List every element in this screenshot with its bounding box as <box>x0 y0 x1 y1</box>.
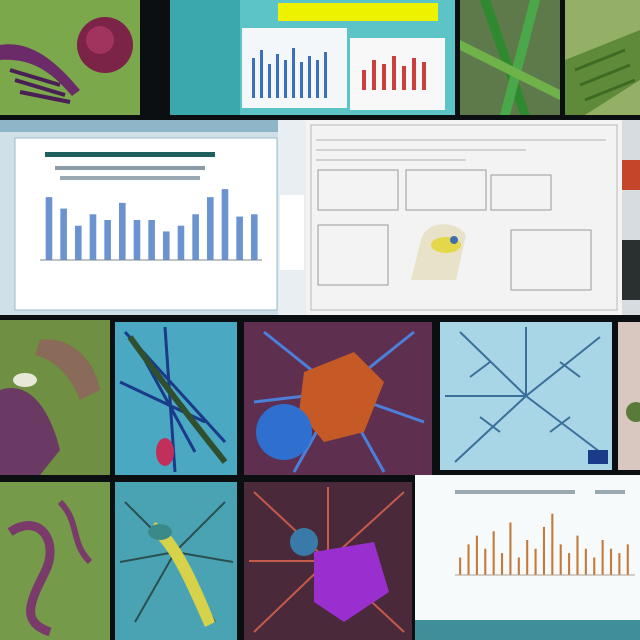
chart-bar <box>501 553 504 575</box>
chart-bar <box>207 197 214 260</box>
purple-cell-illustration <box>244 482 412 640</box>
moss-illustration <box>565 0 640 115</box>
right-edge-tile-2 <box>618 322 640 470</box>
chart-bar <box>584 548 587 575</box>
chart-bar <box>484 548 487 575</box>
red-strip-illustration <box>278 120 306 315</box>
chart-bar <box>251 214 258 260</box>
chart-bar <box>60 208 67 260</box>
green-tissue-illustration <box>0 320 110 475</box>
right-edge-tile <box>622 120 640 315</box>
chart-bar <box>148 220 155 260</box>
chart-bar <box>45 197 53 260</box>
bottom-strip-tile <box>415 620 640 640</box>
big-chart-screen-tile <box>0 120 300 315</box>
chart-bar <box>593 557 596 575</box>
big-chart-bars <box>45 189 258 260</box>
chart-bar <box>534 548 537 575</box>
purple-cell-tile <box>244 482 412 640</box>
leaf-closeup-illustration <box>460 0 560 115</box>
blue-branches-tile <box>440 322 612 470</box>
blue-tissue-tile <box>115 322 237 475</box>
spike-chart-screen-tile <box>415 475 640 620</box>
chart-bar <box>626 544 629 575</box>
chart-bar <box>551 513 554 575</box>
leaf-closeup-tile <box>460 0 560 115</box>
chart-bar <box>542 526 545 575</box>
chart-bar <box>133 220 141 260</box>
green-worm-tile <box>0 482 110 640</box>
red-strip-tile <box>278 120 306 315</box>
chart-bar <box>177 225 185 260</box>
micro-plant-tile <box>0 0 140 115</box>
chart-bar <box>576 535 579 575</box>
spike-chart-screen-illustration <box>415 475 640 620</box>
chart-bar <box>75 225 82 260</box>
chart-bar <box>236 216 243 260</box>
right-edge-illustration-2 <box>618 322 640 470</box>
teal-creature-tile <box>115 482 237 640</box>
green-tissue-tile <box>0 320 110 475</box>
teal-creature-illustration <box>115 482 237 640</box>
chart-bar <box>609 548 613 575</box>
micro-plant-illustration <box>0 0 140 115</box>
chart-bar <box>163 231 170 260</box>
chart-bar <box>221 189 229 260</box>
moss-tile <box>565 0 640 115</box>
chart-bar <box>618 553 621 575</box>
chart-bar <box>192 214 199 260</box>
chart-bar <box>526 540 529 575</box>
chart-bar <box>89 214 97 260</box>
chart-screen-tile <box>170 0 455 115</box>
chart-bar <box>568 553 571 575</box>
document-screen-tile <box>306 120 622 315</box>
chart-screen-illustration <box>170 0 455 115</box>
chart-bar <box>509 522 512 575</box>
chart-bar <box>559 544 562 575</box>
chart-bar <box>104 220 111 260</box>
chart-bar <box>492 531 495 575</box>
chart-bar <box>475 535 478 575</box>
blue-tissue-illustration <box>115 322 237 475</box>
chart-bar <box>467 544 470 575</box>
green-worm-illustration <box>0 482 110 640</box>
spike-chart-bars <box>459 513 629 575</box>
big-chart-screen-illustration <box>0 120 300 315</box>
chart-bar <box>517 557 520 575</box>
blue-branches-illustration <box>440 322 612 470</box>
document-screen-illustration <box>306 120 622 315</box>
chart-bar <box>601 540 604 575</box>
chart-bar <box>459 557 462 575</box>
right-edge-illustration <box>622 120 640 315</box>
neuron-cell-illustration <box>244 322 432 475</box>
neuron-cell-tile <box>244 322 432 475</box>
chart-bar <box>119 202 126 260</box>
